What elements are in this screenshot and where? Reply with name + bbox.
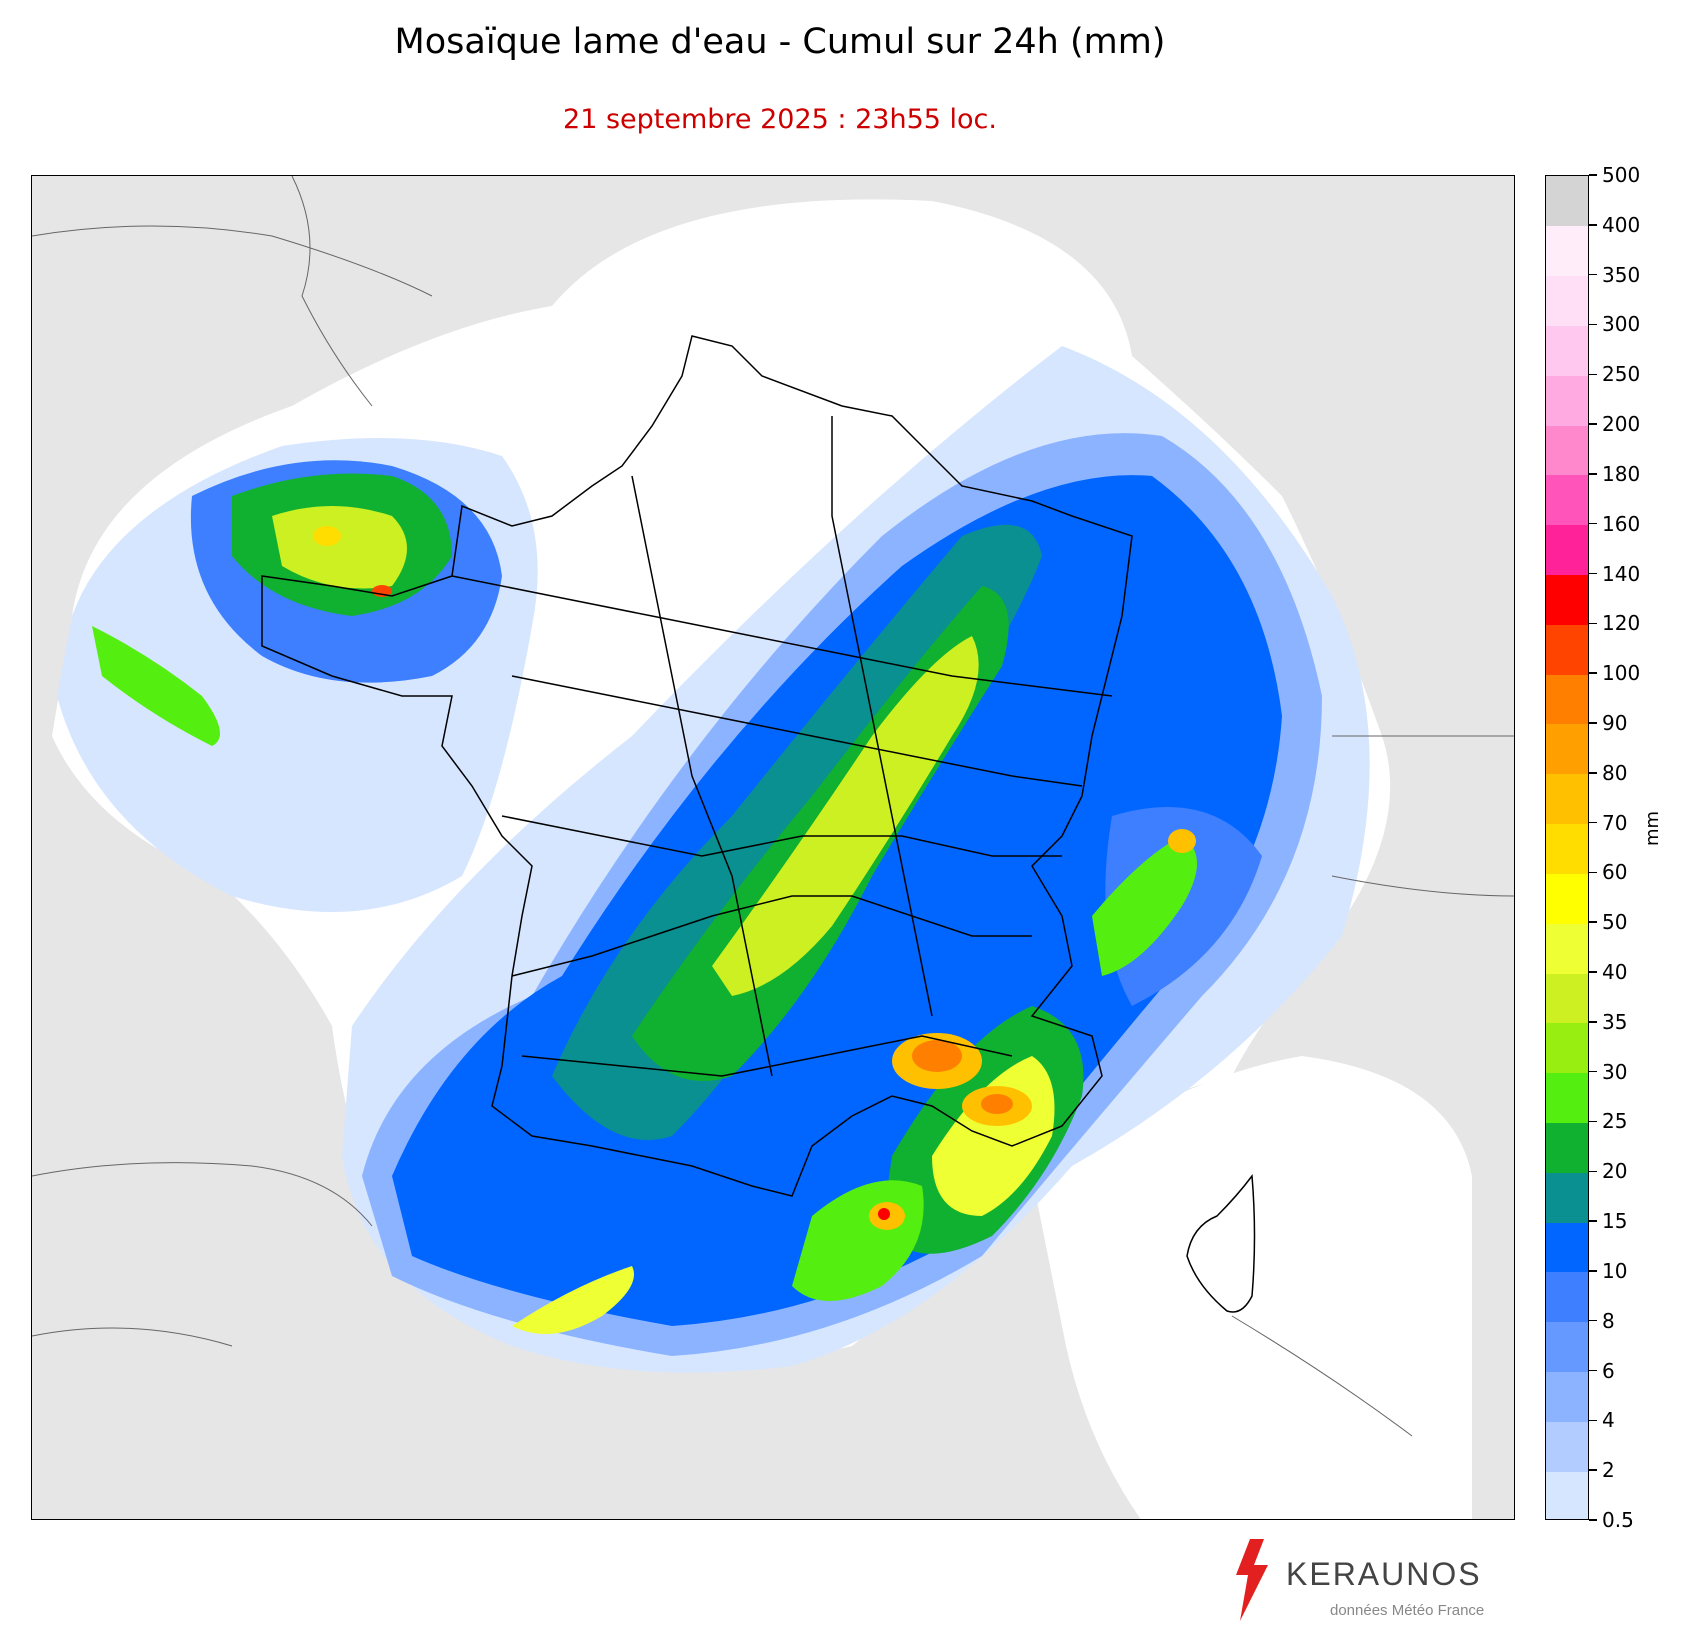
corsica-outline xyxy=(1186,1173,1256,1313)
colorbar-segment xyxy=(1546,1421,1588,1472)
colorbar-tick xyxy=(1589,423,1597,425)
colorbar-tick xyxy=(1589,473,1597,475)
colorbar-segment xyxy=(1546,275,1588,326)
colorbar-tick xyxy=(1589,1070,1597,1073)
colorbar-tick xyxy=(1589,821,1597,824)
data-credit: données Météo France xyxy=(1330,1602,1485,1619)
colorbar-tick xyxy=(1589,1220,1597,1222)
colorbar-tick-label: 4 xyxy=(1602,1408,1615,1433)
colorbar-tick xyxy=(1589,224,1597,226)
colorbar-tick-label: 200 xyxy=(1602,412,1641,437)
colorbar-tick-label: 400 xyxy=(1602,212,1641,237)
colorbar-tick-label: 160 xyxy=(1602,511,1641,536)
colorbar-tick xyxy=(1589,1021,1597,1023)
colorbar-unit-label: mm xyxy=(1642,810,1663,846)
colorbar-tick-label: 500 xyxy=(1602,163,1641,187)
colorbar-tick xyxy=(1589,722,1597,724)
colorbar-segment xyxy=(1546,1271,1588,1323)
colorbar-tick-label: 6 xyxy=(1602,1358,1615,1383)
colorbar-tick-label: 180 xyxy=(1602,461,1641,486)
colorbar-tick-label: 35 xyxy=(1602,1009,1628,1034)
colorbar-tick xyxy=(1589,174,1597,176)
colorbar-segment xyxy=(1546,176,1588,227)
map-subtitle: 21 septembre 2025 : 23h55 loc. xyxy=(563,104,997,135)
colorbar-segment xyxy=(1546,973,1588,1024)
colorbar-segment xyxy=(1546,1172,1588,1223)
colorbar-tick xyxy=(1589,522,1597,525)
colorbar-tick-label: 120 xyxy=(1602,611,1641,636)
colorbar-segment xyxy=(1546,923,1588,974)
lightning-bolt-icon xyxy=(1236,1539,1268,1621)
colorbar-segment xyxy=(1546,773,1588,825)
colorbar-tick xyxy=(1589,1319,1597,1322)
colorbar-tick-label: 140 xyxy=(1602,561,1641,586)
colorbar-tick xyxy=(1589,323,1597,326)
colorbar-segment xyxy=(1546,574,1588,625)
colorbar-tick-label: 8 xyxy=(1602,1308,1615,1333)
colorbar-segment xyxy=(1546,375,1588,426)
colorbar-segment xyxy=(1546,474,1588,526)
neighbour-borders xyxy=(32,176,1514,1437)
colorbar-segment xyxy=(1546,823,1588,874)
radar-map xyxy=(31,175,1515,1520)
colorbar-segment xyxy=(1546,225,1588,277)
colorbar-tick xyxy=(1589,1469,1597,1471)
colorbar-tick xyxy=(1589,1120,1597,1123)
colorbar-tick xyxy=(1589,772,1597,774)
colorbar-tick-label: 50 xyxy=(1602,910,1628,935)
radar-map-canvas xyxy=(32,176,1514,1519)
colorbar xyxy=(1545,175,1589,1520)
colorbar-tick-label: 25 xyxy=(1602,1109,1628,1134)
colorbar-tick xyxy=(1589,273,1597,276)
colorbar-segment xyxy=(1546,1471,1588,1519)
colorbar-segment xyxy=(1546,624,1588,675)
colorbar-tick-label: 250 xyxy=(1602,362,1641,387)
colorbar-segment xyxy=(1546,1371,1588,1422)
colorbar-tick-label: 10 xyxy=(1602,1258,1628,1283)
colorbar-tick xyxy=(1589,871,1597,874)
colorbar-tick xyxy=(1589,373,1597,375)
colorbar-tick-label: 300 xyxy=(1602,312,1641,337)
colorbar-tick-label: 15 xyxy=(1602,1209,1628,1234)
colorbar-tick xyxy=(1589,921,1597,923)
colorbar-tick xyxy=(1589,971,1597,973)
colorbar-tick-label: 40 xyxy=(1602,960,1628,985)
colorbar-segment xyxy=(1546,1222,1588,1273)
colorbar-tick-label: 100 xyxy=(1602,661,1641,686)
colorbar-segment xyxy=(1546,873,1588,924)
colorbar-segment xyxy=(1546,674,1588,725)
colorbar-tick-label: 350 xyxy=(1602,262,1641,287)
keraunos-logo xyxy=(1236,1539,1268,1621)
colorbar-tick-label: 20 xyxy=(1602,1159,1628,1184)
map-title: Mosaïque lame d'eau - Cumul sur 24h (mm) xyxy=(394,22,1166,62)
colorbar-tick-label: 60 xyxy=(1602,860,1628,885)
colorbar-segment xyxy=(1546,425,1588,476)
colorbar-tick xyxy=(1589,1170,1597,1173)
precipitation-layers xyxy=(57,346,1370,1373)
colorbar-segment xyxy=(1546,1122,1588,1173)
colorbar-tick xyxy=(1589,1419,1597,1422)
colorbar-segment xyxy=(1546,723,1588,775)
colorbar-tick xyxy=(1589,1270,1597,1272)
colorbar-tick xyxy=(1589,1369,1597,1372)
logo-text: KERAUNOS xyxy=(1286,1556,1482,1592)
colorbar-tick-label: 70 xyxy=(1602,810,1628,835)
colorbar-tick-label: 30 xyxy=(1602,1059,1628,1084)
colorbar-segment xyxy=(1546,524,1588,576)
colorbar-segment xyxy=(1546,1072,1588,1123)
france-outline xyxy=(261,335,1133,1197)
colorbar-tick-label: 0.5 xyxy=(1602,1508,1634,1532)
colorbar-segment xyxy=(1546,1022,1588,1074)
colorbar-segment xyxy=(1546,325,1588,376)
colorbar-segment xyxy=(1546,1321,1588,1373)
colorbar-tick xyxy=(1589,672,1597,674)
colorbar-tick-label: 2 xyxy=(1602,1458,1615,1483)
colorbar-tick xyxy=(1589,572,1597,575)
colorbar-tick xyxy=(1589,1519,1597,1521)
colorbar-tick-label: 90 xyxy=(1602,710,1628,735)
colorbar-tick-label: 80 xyxy=(1602,760,1628,785)
colorbar-tick xyxy=(1589,622,1597,625)
